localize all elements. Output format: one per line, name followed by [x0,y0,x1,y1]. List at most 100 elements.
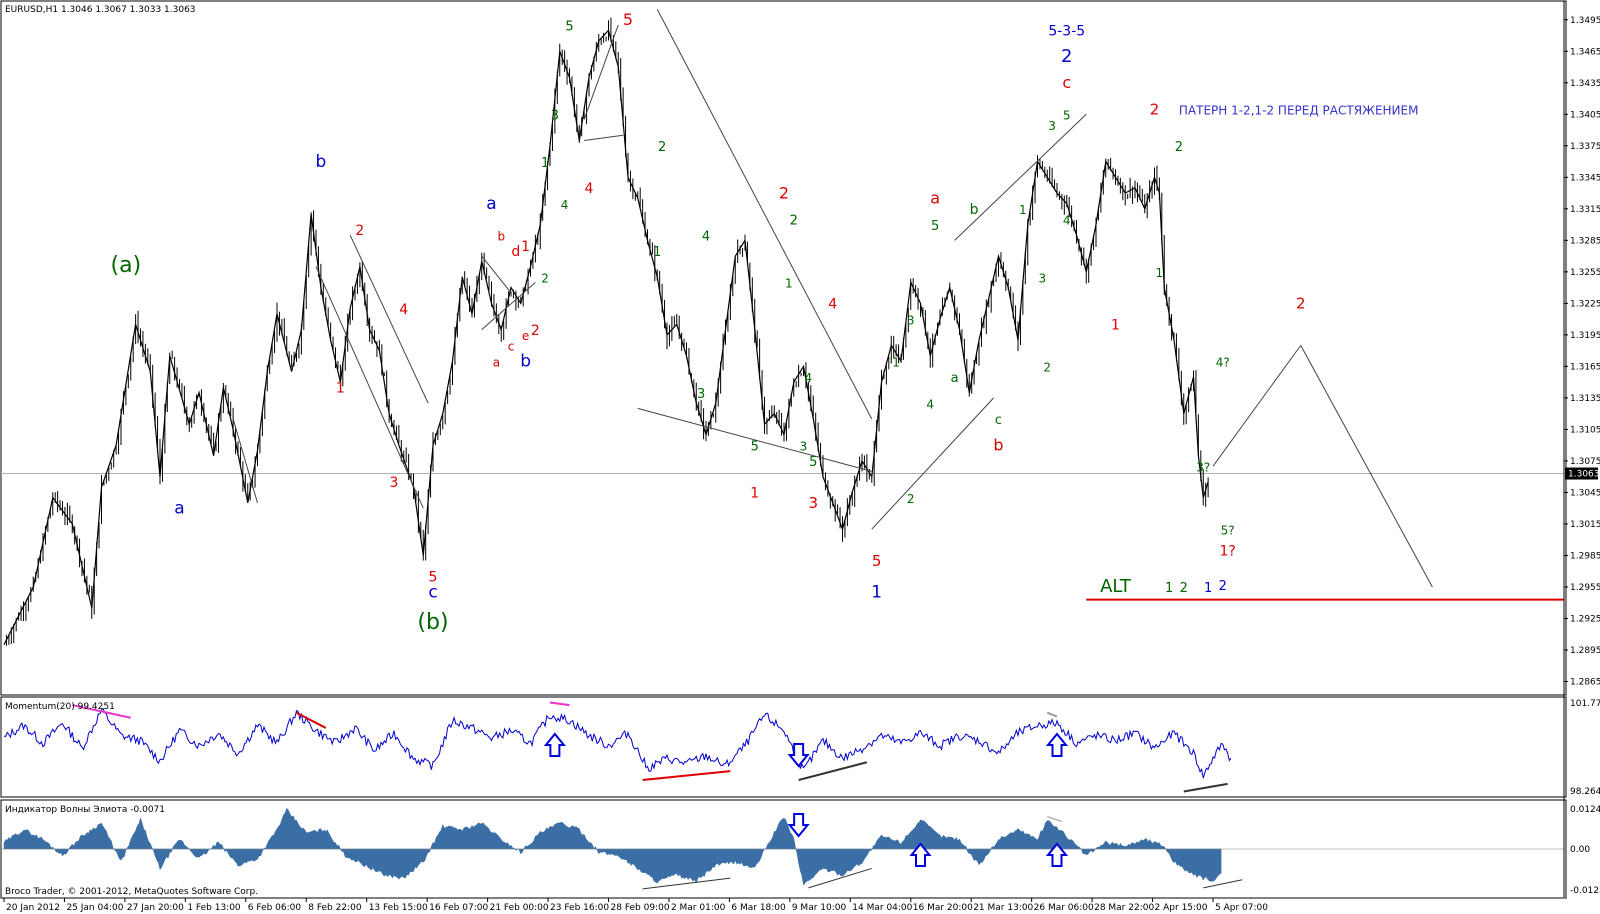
oscillator-axis-top: 0.0124 [1570,805,1600,815]
time-tick-label: 21 Feb 00:00 [490,903,549,913]
trend-line [871,397,994,530]
time-tick-label: 13 Feb 15:00 [369,903,428,913]
price-tick-label: 1.3375 [1570,142,1600,152]
last-price-label: 1.3063 [1568,470,1600,480]
wave-label: 1 [653,245,661,260]
time-tick-label: 26 Mar 06:00 [1034,903,1094,913]
wave-label: 4 [828,297,837,313]
wave-label: 3? [1196,460,1210,474]
wave-label: 2 [541,271,549,285]
wave-label: b [520,351,531,371]
oscillator-divergence-line [642,877,731,890]
wave-label: 5 [429,570,438,586]
momentum-divergence-line [798,761,868,781]
wave-label: c [428,582,437,602]
wave-label: d [511,244,520,260]
momentum-divergence-line [549,701,570,707]
wave-label: 2 [907,492,915,506]
wave-label: 2 [355,223,364,239]
price-tick-label: 1.3225 [1570,299,1600,309]
momentum-axis-top: 101.7725 [1570,699,1600,709]
trend-line [656,9,873,420]
wave-label: (a) [111,253,142,278]
wave-label: 1 [1165,581,1173,596]
price-tick-label: 1.2955 [1570,583,1600,593]
momentum-layer [3,701,1232,793]
price-tick-label: 1.3135 [1570,394,1600,404]
time-tick-label: 5 Apr 07:00 [1215,903,1268,913]
wave-label: 2 [658,140,666,155]
wave-label: 3 [551,109,559,124]
oscillator-divergence-line [1203,879,1243,889]
wave-label: 2 [1061,46,1072,67]
wave-label: 2 [779,183,789,202]
time-tick-label: 16 Mar 20:00 [913,903,973,913]
oscillator-divergence-line [1047,816,1063,822]
wave-label: 5 [623,10,633,29]
price-tick-label: 1.2865 [1570,677,1600,687]
arrow-down-icon [787,743,810,768]
wave-label: 3 [800,439,808,453]
time-tick-label: 21 Mar 13:00 [973,903,1033,913]
wave-label: (b) [417,610,448,635]
wave-label: 1 [785,277,793,291]
wave-label: 1 [1156,266,1164,280]
wave-label: 5-3-5 [1048,24,1085,40]
oscillator-axis-zero: 0.00 [1570,845,1590,855]
wave-label: a [174,498,184,518]
price-tick-label: 1.3315 [1570,205,1600,215]
wave-label: 2 [790,214,798,229]
last-price-tag [1565,467,1598,480]
trend-line [637,407,872,472]
price-path [3,29,1209,645]
oscillator-divergence-line [808,867,872,889]
wave-label: 5 [565,19,573,34]
wave-label: 3 [697,387,705,402]
symbol-header: EURUSD,H1 1.3046 1.3067 1.3033 1.3063 [5,5,196,15]
momentum-header: Momentum(20) 99.4251 [5,702,115,712]
arrow-up-icon [1045,732,1069,757]
wave-label: 4 [399,302,408,318]
price-tick-label: 1.2895 [1570,646,1600,656]
wave-label: ALT [1100,576,1132,597]
wave-label: a [493,355,500,369]
time-tick-label: 1 Feb 13:00 [187,903,241,913]
wave-label: 4 [1063,214,1071,228]
momentum-axis-bottom: 98.2649 [1570,787,1600,797]
price-tick-label: 1.3285 [1570,236,1600,246]
wave-label: 1 [521,239,530,255]
price-tick-label: 1.3465 [1570,47,1600,57]
price-tick-label: 1.2985 [1570,551,1600,561]
momentum-divergence-line [642,770,731,782]
wave-label: 4 [585,181,594,197]
wave-label: 1 [1111,318,1120,334]
price-panel-frame [0,0,1567,696]
price-tick-label: 1.3165 [1570,362,1600,372]
wave-label: 1 [1019,203,1027,217]
time-tick-label: 2 Apr 15:00 [1155,903,1208,913]
wave-label: 1 [892,355,900,369]
time-tick-label: 20 Jan 2012 [6,903,60,913]
time-tick-label: 25 Jan 04:00 [66,903,123,913]
trend-line [349,234,429,404]
trend-line [481,255,512,294]
wave-label: 2 [531,323,540,339]
wave-label: 1? [1219,543,1235,559]
momentum-divergence-line [1183,782,1228,793]
wave-label: 5 [931,219,939,234]
wave-label: 5? [1221,523,1235,537]
momentum-divergence-line [72,704,131,719]
wave-label: 5 [809,455,817,470]
time-tick-label: 27 Jan 20:00 [127,903,184,913]
wave-label: 5 [751,439,759,454]
price-tick-label: 1.3435 [1570,79,1600,89]
arrow-up-icon [543,732,566,757]
momentum-divergence-line [1046,711,1058,718]
oscillator-header: Индикатор Волны Элиота -0.0071 [5,805,165,815]
price-tick-label: 1.3345 [1570,173,1600,183]
time-tick-label: 28 Feb 09:00 [611,903,670,913]
wave-label: 5 [872,552,882,570]
price-tick-label: 1.3105 [1570,425,1600,435]
